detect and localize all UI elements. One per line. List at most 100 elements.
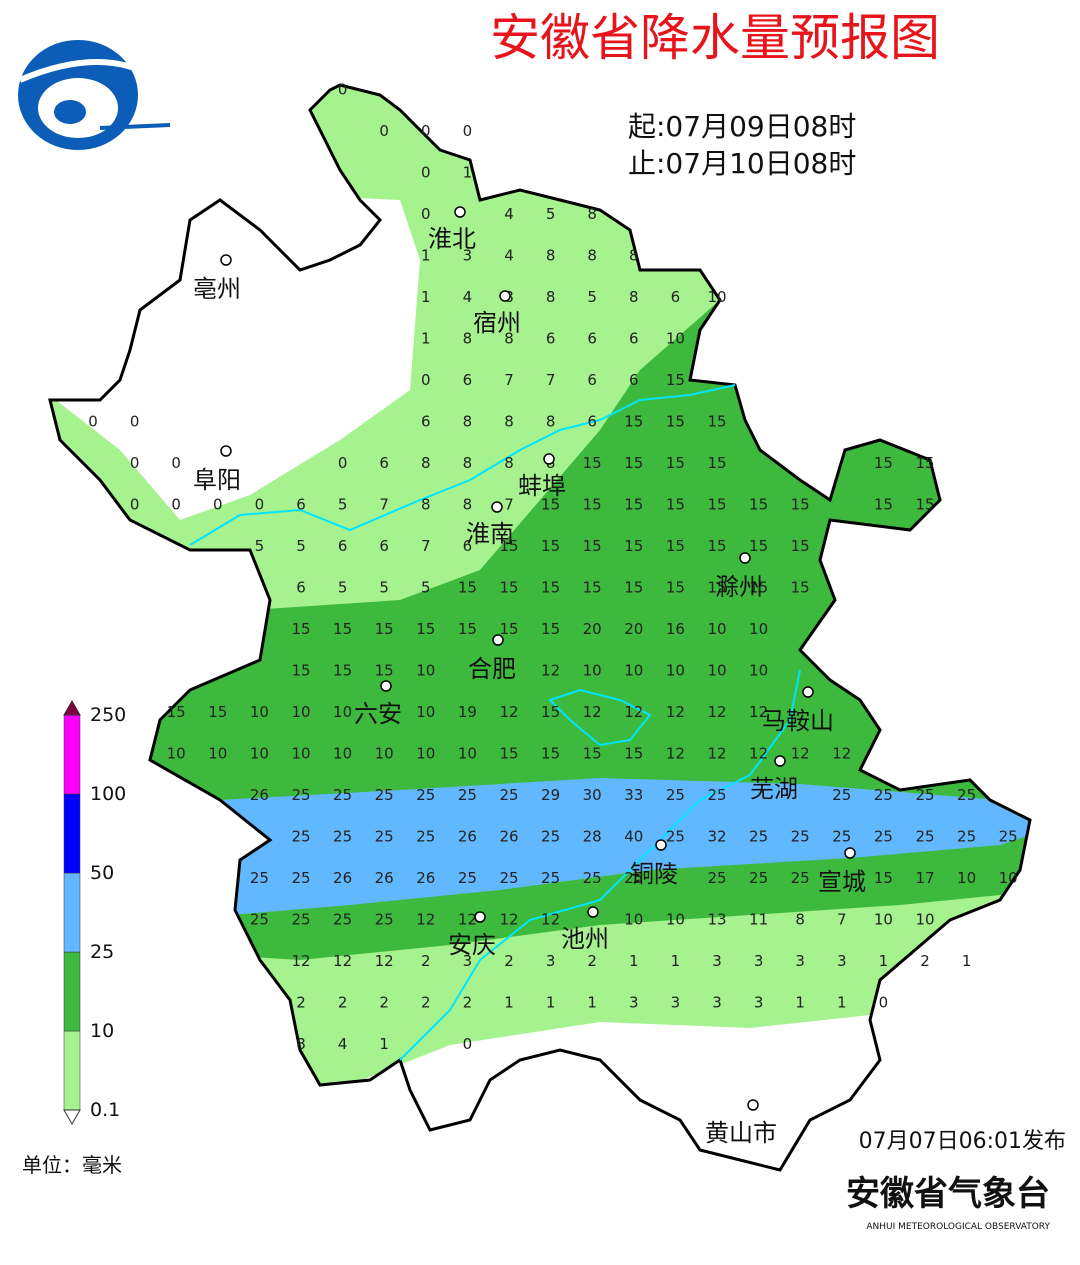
- grid-value: 15: [624, 745, 643, 763]
- grid-value: 12: [375, 952, 394, 970]
- grid-value: 16: [666, 620, 685, 638]
- grid-value: 0: [130, 454, 140, 472]
- grid-value: 10: [707, 620, 726, 638]
- grid-value: 25: [291, 786, 310, 804]
- grid-value: 1: [795, 994, 805, 1012]
- grid-value: 12: [499, 911, 518, 929]
- legend-level: 250: [90, 704, 126, 726]
- grid-value: 15: [541, 496, 560, 514]
- grid-value: 6: [296, 579, 306, 597]
- grid-value: 15: [874, 869, 893, 887]
- grid-value: 10: [749, 662, 768, 680]
- city-label: 六安: [354, 700, 402, 728]
- grid-value: 12: [749, 745, 768, 763]
- grid-value: 12: [541, 662, 560, 680]
- grid-value: 30: [583, 786, 602, 804]
- grid-value: 25: [832, 786, 851, 804]
- grid-value: 1: [671, 952, 681, 970]
- grid-value: 1: [379, 1035, 389, 1053]
- legend-level: 50: [90, 862, 114, 884]
- grid-value: 40: [624, 828, 643, 846]
- city-label: 安庆: [448, 931, 496, 959]
- grid-value: 5: [546, 205, 556, 223]
- grid-value: 15: [624, 579, 643, 597]
- grid-value: 0: [421, 371, 431, 389]
- grid-value: 25: [999, 828, 1018, 846]
- logo: [18, 40, 171, 150]
- grid-value: 15: [874, 454, 893, 472]
- grid-value: 8: [463, 330, 473, 348]
- grid-value: 15: [208, 703, 227, 721]
- grid-value: 0: [421, 164, 431, 182]
- grid-value: 25: [791, 869, 810, 887]
- grid-value: 1: [504, 994, 514, 1012]
- grid-value: 6: [671, 288, 681, 306]
- grid-value: 25: [874, 786, 893, 804]
- city-label: 宣城: [818, 868, 866, 896]
- grid-value: 25: [624, 869, 643, 887]
- grid-value: 3: [712, 994, 722, 1012]
- grid-value: 0: [421, 122, 431, 140]
- grid-value: 1: [879, 952, 889, 970]
- grid-value: 10: [291, 703, 310, 721]
- city-label: 池州: [561, 925, 609, 953]
- grid-value: 25: [749, 828, 768, 846]
- grid-value: 15: [333, 620, 352, 638]
- grid-value: 5: [338, 496, 348, 514]
- grid-value: 10: [666, 911, 685, 929]
- grid-value: 15: [583, 454, 602, 472]
- grid-value: 10: [416, 745, 435, 763]
- grid-value: 0: [213, 496, 223, 514]
- grid-value: 1: [837, 994, 847, 1012]
- grid-value: 25: [957, 786, 976, 804]
- city-label: 铜陵: [630, 860, 678, 888]
- grid-value: 0: [338, 454, 348, 472]
- grid-value: 1: [546, 994, 556, 1012]
- grid-value: 26: [250, 786, 269, 804]
- grid-value: 12: [541, 911, 560, 929]
- legend-level: 10: [90, 1020, 114, 1042]
- grid-value: 25: [416, 786, 435, 804]
- grid-value: 8: [546, 413, 556, 431]
- grid-value: 3: [795, 952, 805, 970]
- grid-value: 0: [130, 413, 140, 431]
- grid-value: 10: [333, 703, 352, 721]
- grid-value: 8: [421, 454, 431, 472]
- grid-value: 25: [666, 828, 685, 846]
- grid-value: 25: [957, 828, 976, 846]
- city-label: 淮南: [466, 520, 514, 548]
- grid-value: 3: [629, 994, 639, 1012]
- grid-value: 15: [416, 620, 435, 638]
- grid-value: 28: [583, 828, 602, 846]
- grid-value: 15: [791, 537, 810, 555]
- grid-value: 10: [957, 869, 976, 887]
- grid-value: 15: [375, 662, 394, 680]
- grid-value: 2: [379, 994, 389, 1012]
- grid-value: 10: [666, 330, 685, 348]
- grid-value: 10: [874, 911, 893, 929]
- grid-value: 15: [666, 496, 685, 514]
- city-dot: [499, 290, 511, 302]
- grid-value: 8: [629, 288, 639, 306]
- grid-value: 10: [624, 911, 643, 929]
- organization: 安徽省气象台: [846, 1174, 1050, 1214]
- grid-value: 7: [504, 496, 514, 514]
- grid-value: 2: [296, 994, 306, 1012]
- grid-value: 6: [379, 454, 389, 472]
- grid-value: 13: [707, 911, 726, 929]
- grid-value: 2: [920, 952, 930, 970]
- city-dot: [543, 453, 555, 465]
- grid-value: 15: [541, 703, 560, 721]
- city-dot: [380, 680, 392, 692]
- grid-value: 12: [416, 911, 435, 929]
- grid-value: 12: [666, 703, 685, 721]
- grid-value: 15: [749, 496, 768, 514]
- grid-value: 25: [250, 911, 269, 929]
- grid-value: 15: [624, 454, 643, 472]
- legend-swatch: [63, 872, 81, 953]
- grid-value: 3: [546, 952, 556, 970]
- province-border: [48, 83, 1032, 1172]
- grid-value: 15: [666, 413, 685, 431]
- legend-low-arrow: [63, 1109, 81, 1126]
- grid-value: 25: [375, 828, 394, 846]
